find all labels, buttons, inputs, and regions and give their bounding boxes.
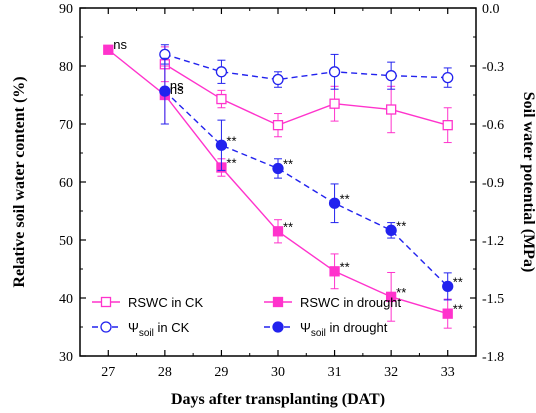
legend-label-rest: in drought	[326, 320, 388, 335]
legend-label: Ψsoil in CK	[128, 320, 190, 339]
significance-label: **	[226, 156, 236, 171]
legend-item-2: Ψsoil in CK	[92, 320, 190, 339]
significance-label: **	[283, 219, 293, 234]
x-tick-label: 33	[441, 365, 455, 380]
series-line	[164, 53, 448, 81]
significance-label: **	[453, 274, 463, 289]
significance-label: **	[340, 191, 350, 206]
x-tick-label: 28	[158, 365, 172, 380]
data-point	[442, 120, 453, 131]
series-line	[164, 63, 448, 126]
data-point	[272, 120, 284, 131]
y-right-tick-label: -1.2	[482, 234, 504, 249]
series-3: ns ** ** ** ** **	[159, 57, 463, 301]
data-point	[215, 139, 228, 151]
data-point	[385, 70, 397, 82]
y-right-tick-label: -0.9	[482, 176, 504, 191]
axes: 27 28 29 30 31 32 33 30 40 50 60 70 80 90 0.0 -0.3 -0.6 -…	[11, 2, 536, 408]
y-right-tick-label: 0.0	[482, 2, 500, 17]
y-left-axis-title: Relative soil water content (%)	[11, 76, 28, 287]
significance-label: **	[396, 218, 406, 233]
legend-label: Ψsoil in drought	[300, 320, 388, 339]
significance-label: **	[226, 133, 236, 148]
legend-item-3: Ψsoil in drought	[264, 320, 388, 339]
significance-label: **	[453, 302, 463, 317]
data-point	[385, 224, 397, 236]
legend-item-0: RSWC in CK	[92, 295, 203, 310]
y-left-tick-label: 40	[59, 292, 73, 307]
data-point	[272, 162, 284, 175]
significance-label: **	[396, 285, 406, 300]
y-left-tick-label: 80	[59, 60, 73, 75]
legend-marker	[100, 296, 112, 308]
legend-marker	[272, 321, 284, 333]
data-point	[272, 226, 284, 237]
legend-label-symbol: Ψ	[300, 320, 311, 335]
legend-label-symbol: Ψ	[128, 320, 139, 335]
x-tick-label: 27	[101, 365, 115, 380]
y-left-tick-label: 50	[59, 234, 73, 249]
legend-label-subscript: soil	[311, 328, 326, 339]
data-point	[329, 98, 340, 109]
legend-marker	[272, 296, 284, 308]
y-right-tick-label: -0.6	[482, 118, 504, 133]
x-axis-title: Days after transplanting (DAT)	[171, 391, 385, 408]
data-point	[159, 85, 171, 97]
x-tick-label: 31	[328, 365, 342, 380]
y-left-tick-label: 30	[59, 350, 73, 365]
y-right-axis-title: Soil water potential (MPa)	[520, 92, 536, 273]
y-right-tick-label: -0.3	[482, 60, 504, 75]
y-left-tick-label: 60	[59, 176, 73, 191]
series-line	[164, 90, 449, 287]
x-tick-label: 30	[271, 365, 285, 380]
significance-label: ns	[170, 82, 184, 97]
y-right-tick-label: -1.8	[482, 350, 504, 365]
significance-label: ns	[113, 37, 127, 52]
data-point	[442, 280, 454, 293]
legend-label: RSWC in drought	[300, 295, 402, 310]
data-point	[216, 93, 227, 105]
data-point	[272, 73, 284, 86]
x-tick-label: 32	[384, 365, 398, 380]
data-point	[328, 66, 341, 78]
data-point	[329, 266, 340, 277]
data-point	[215, 66, 228, 78]
y-right-tick-label: -1.5	[482, 292, 504, 307]
data-point	[442, 71, 454, 84]
legend-label-rest: in CK	[154, 320, 190, 335]
legend-label-subscript: soil	[139, 328, 154, 339]
legend-label: RSWC in CK	[128, 295, 203, 310]
significance-label: **	[283, 156, 293, 171]
legend-marker	[100, 321, 112, 333]
series-2	[159, 44, 454, 90]
data-point	[385, 104, 397, 115]
data-point	[385, 291, 397, 302]
y-left-tick-label: 70	[59, 118, 73, 133]
significance-label: ns	[170, 78, 184, 93]
series-line	[107, 49, 448, 315]
y-left-tick-label: 90	[59, 2, 73, 17]
significance-label: **	[340, 259, 350, 274]
data-point	[328, 197, 341, 209]
legend-item-1: RSWC in drought	[264, 295, 402, 310]
data-point	[442, 308, 453, 319]
x-tick-label: 29	[214, 365, 228, 380]
data-point	[103, 44, 114, 55]
